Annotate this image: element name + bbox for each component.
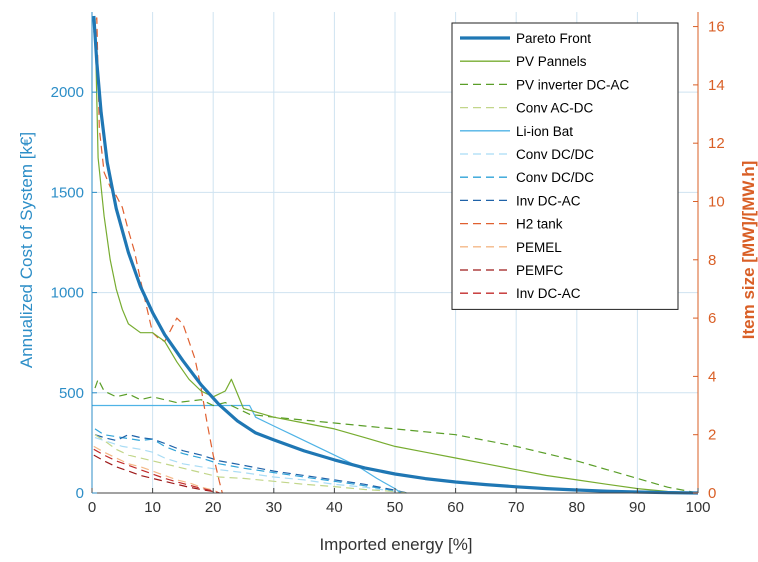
- legend-label-10: PEMFC: [516, 263, 564, 278]
- x-tick-label-4: 40: [326, 499, 343, 516]
- y-right-tick-label-8: 16: [708, 19, 725, 36]
- y-right-tick-label-3: 6: [708, 310, 716, 327]
- x-tick-label-0: 0: [88, 499, 96, 516]
- series-line-11: [93, 448, 220, 494]
- series-line-6: [94, 428, 408, 494]
- legend-label-6: Conv DC/DC: [516, 170, 594, 185]
- series-layer: [92, 15, 699, 495]
- y-right-tick-label-2: 4: [708, 368, 716, 385]
- x-tick-label-3: 30: [265, 499, 282, 516]
- legend-label-4: Li-ion Bat: [516, 124, 573, 139]
- x-tick-label-8: 80: [568, 499, 585, 516]
- legend-label-1: PV Pannels: [516, 54, 587, 69]
- y-left-tick-label-2: 1000: [51, 285, 84, 302]
- legend-label-7: Inv DC-AC: [516, 193, 581, 208]
- legend: Pareto Front PV Pannels PV inverter DC-AC C…: [451, 22, 679, 310]
- series-line-0: [92, 15, 699, 495]
- series-line-10: [93, 454, 220, 494]
- legend-label-5: Conv DC/DC: [516, 147, 594, 162]
- y-left-tick-label-1: 500: [59, 385, 84, 402]
- y-left-tick-label-0: 0: [76, 485, 84, 502]
- y-left-tick-label-3: 1500: [51, 184, 84, 201]
- y-right-tick-label-4: 8: [708, 252, 716, 269]
- x-tick-label-9: 90: [629, 499, 646, 516]
- x-tick-label-5: 50: [387, 499, 404, 516]
- series-line-4: [92, 404, 402, 494]
- y-right-tick-label-5: 10: [708, 193, 725, 210]
- series-line-7: [94, 434, 408, 494]
- x-tick-label-6: 60: [447, 499, 464, 516]
- legend-label-9: PEMEL: [516, 240, 562, 255]
- series-line-9: [93, 445, 220, 494]
- y-right-tick-label-7: 14: [708, 77, 725, 94]
- series-line-5: [94, 437, 408, 494]
- x-tick-label-1: 10: [144, 499, 161, 516]
- series-line-2: [94, 378, 699, 494]
- y-right-tick-label-1: 2: [708, 427, 716, 444]
- legend-label-0: Pareto Front: [516, 31, 591, 46]
- y-right-tick-label-0: 0: [708, 485, 716, 502]
- y-left-axis-title: Annualized Cost of System [k€]: [17, 132, 36, 368]
- legend-label-11: Inv DC-AC: [516, 286, 581, 301]
- legend-label-8: H2 tank: [516, 217, 563, 232]
- x-tick-label-10: 100: [685, 499, 710, 516]
- legend-label-2: PV inverter DC-AC: [516, 77, 630, 92]
- x-tick-label-2: 20: [205, 499, 222, 516]
- y-left-tick-label-4: 2000: [51, 84, 84, 101]
- x-axis-title: Imported energy [%]: [319, 535, 472, 554]
- x-tick-label-7: 70: [508, 499, 525, 516]
- axes: 0 10 20 30 40 50 60 70 80 90 100050010001500200002…: [51, 12, 725, 516]
- series-line-1: [94, 17, 699, 494]
- y-right-tick-label-6: 12: [708, 135, 725, 152]
- y-right-axis-title: Item size [MW]/[MW.h]: [739, 161, 758, 339]
- legend-label-3: Conv AC-DC: [516, 101, 594, 116]
- legend-box: [451, 22, 679, 310]
